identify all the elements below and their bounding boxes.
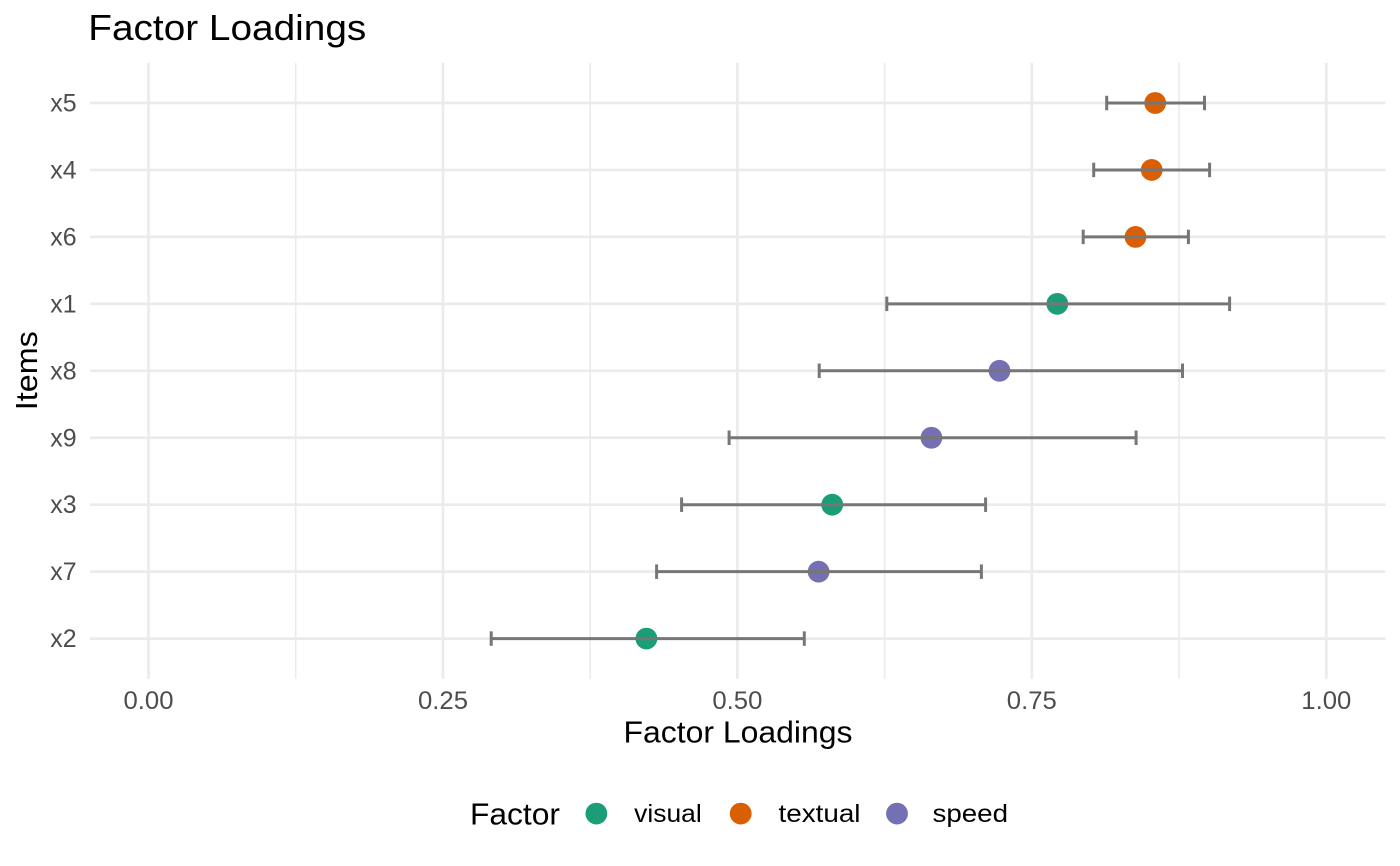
svg-text:x7: x7 <box>50 558 76 586</box>
svg-text:visual: visual <box>634 800 702 828</box>
svg-text:0.25: 0.25 <box>418 687 468 715</box>
svg-text:Factor Loadings: Factor Loadings <box>88 7 366 48</box>
svg-text:0.50: 0.50 <box>712 687 762 715</box>
svg-text:x3: x3 <box>50 491 76 519</box>
svg-text:Factor Loadings: Factor Loadings <box>624 715 853 750</box>
svg-text:1.00: 1.00 <box>1301 687 1351 715</box>
svg-text:x5: x5 <box>50 90 76 118</box>
svg-text:Items: Items <box>9 331 44 410</box>
svg-text:x9: x9 <box>50 424 76 452</box>
svg-text:x2: x2 <box>50 625 76 653</box>
svg-text:x1: x1 <box>50 290 76 318</box>
svg-text:Factor: Factor <box>470 797 560 832</box>
svg-text:x4: x4 <box>50 156 76 184</box>
svg-text:0.00: 0.00 <box>124 687 174 715</box>
svg-text:speed: speed <box>933 800 1009 828</box>
svg-text:textual: textual <box>779 800 861 828</box>
svg-text:x6: x6 <box>50 223 76 251</box>
svg-text:x8: x8 <box>50 357 76 385</box>
svg-text:0.75: 0.75 <box>1007 687 1057 715</box>
